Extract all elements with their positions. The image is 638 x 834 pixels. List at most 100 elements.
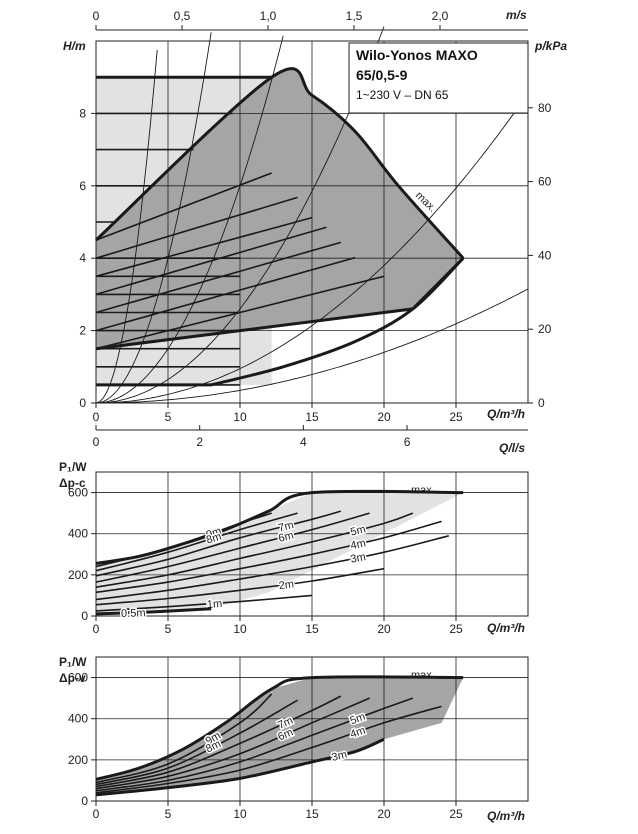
right-tick-label: 0 [538,396,545,410]
mid-ylabel: P₁/W [59,460,87,474]
mid-axis-ticks: 0 5 10 15 20 25 0 200 400 600 0 2 4 6 [68,425,528,636]
x-tick-label: 10 [233,807,247,821]
velocity-axis-label: m/s [506,8,527,22]
power-curve-label: max. [411,485,435,497]
right-tick-label: 80 [538,101,552,115]
x-tick-label: 20 [377,410,391,424]
mid-xlabel-top: Q/l/s [499,441,525,455]
name-box [348,42,529,114]
x-tick-label: 5 [165,807,172,821]
variable-head-line [95,241,342,314]
power-curve-label: 5m [349,523,367,538]
power-curve-1m [95,594,313,612]
mid-ylabel2: Δp-c [59,476,86,490]
x-tick-label: 10 [233,410,247,424]
flow-ls-tick-label: 6 [404,435,411,449]
x-tick-label: 20 [377,807,391,821]
power-curve-max [95,675,464,781]
right-tick-label: 60 [538,175,552,189]
power-curve-label: 2m [278,578,295,592]
variable-head-line [95,172,272,241]
variable-head-line [95,275,385,350]
power-curve-label: max. [411,670,435,682]
power-curve-label: 6m [277,529,295,544]
x-tick-label: 15 [305,410,319,424]
system-curve [95,35,284,404]
pump-electrical-spec: 1~230 V – DN 65 [356,88,449,102]
x-tick-label: 25 [449,410,463,424]
bot-ylabel: P₁/W [59,655,87,669]
x-tick-label: 0 [93,807,100,821]
power-curve-7m [95,510,342,577]
variable-head-line [95,196,298,259]
system-curve [96,93,529,404]
power-curve-label: 4m [349,537,367,552]
system-curve [96,288,529,404]
mid-xlabel: Q/m³/h [487,621,525,635]
right-tick-label: 20 [538,322,552,336]
mid-power-range [96,492,464,614]
power-curve-5m [95,697,414,792]
top-ylabel-right: p/kPa [534,39,567,53]
power-curve-6m [95,697,370,790]
power-curve-5m [95,512,414,588]
top-xlabel: Q/m³/h [487,407,525,421]
pump-model-title: Wilo-Yonos MAXO [356,47,478,63]
x-tick-label: 20 [377,622,391,636]
y-tick-label: 400 [68,712,88,726]
y-tick-label: 600 [68,486,88,500]
power-curve-9m [95,512,272,568]
x-tick-label: 5 [165,410,172,424]
x-tick-label: 25 [449,807,463,821]
x-tick-label: 0 [93,410,100,424]
flow-ls-tick-label: 0 [93,435,100,449]
power-curve-8m [95,699,298,786]
power-curve-label: 3m [331,749,349,764]
power-curve-7m [95,695,342,788]
y-tick-label: 0 [81,794,88,808]
power-curve-4m [95,705,442,794]
velocity-tick-label: 0,5 [174,9,191,23]
power-curve-6m [95,512,370,583]
power-curve-label: 0.5m [121,607,146,620]
x-tick-label: 25 [449,622,463,636]
bot-axis-ticks: 0 5 10 15 20 25 0 200 400 600 [68,671,463,821]
power-curve-label: 3m [350,551,367,566]
y-tick-label: 2 [79,324,86,338]
power-curve-8m [95,512,298,572]
y-tick-label: 0 [81,609,88,623]
x-tick-label: 15 [305,807,319,821]
top-ylabel: H/m [63,39,86,53]
y-tick-label: 0 [79,396,86,410]
pump-model-size: 65/0,5-9 [356,67,408,83]
y-tick-label: 200 [68,753,88,767]
power-curve-3m [95,535,449,601]
max-curve [94,67,465,260]
velocity-tick-label: 0 [93,9,100,23]
min-speed-curve [96,75,465,387]
bot-xlabel: Q/m³/h [487,809,525,823]
system-curve [95,26,385,404]
flow-ls-tick-label: 2 [196,435,203,449]
y-tick-label: 6 [79,179,86,193]
y-tick-label: 400 [68,527,88,541]
y-tick-label: 4 [79,251,86,265]
velocity-tick-label: 1,5 [346,9,363,23]
y-tick-label: 200 [68,568,88,582]
power-curve-label: 7m [277,519,295,534]
x-tick-label: 0 [93,622,100,636]
power-curve-3m [95,737,385,797]
right-tick-label: 40 [538,248,552,262]
power-curve-9m [95,693,273,784]
bot-ylabel2: Δp-v [59,671,86,685]
y-tick-label: 8 [79,106,86,120]
y-tick-label: 600 [68,671,88,685]
velocity-tick-label: 2,0 [432,9,449,23]
flow-ls-tick-label: 4 [300,435,307,449]
